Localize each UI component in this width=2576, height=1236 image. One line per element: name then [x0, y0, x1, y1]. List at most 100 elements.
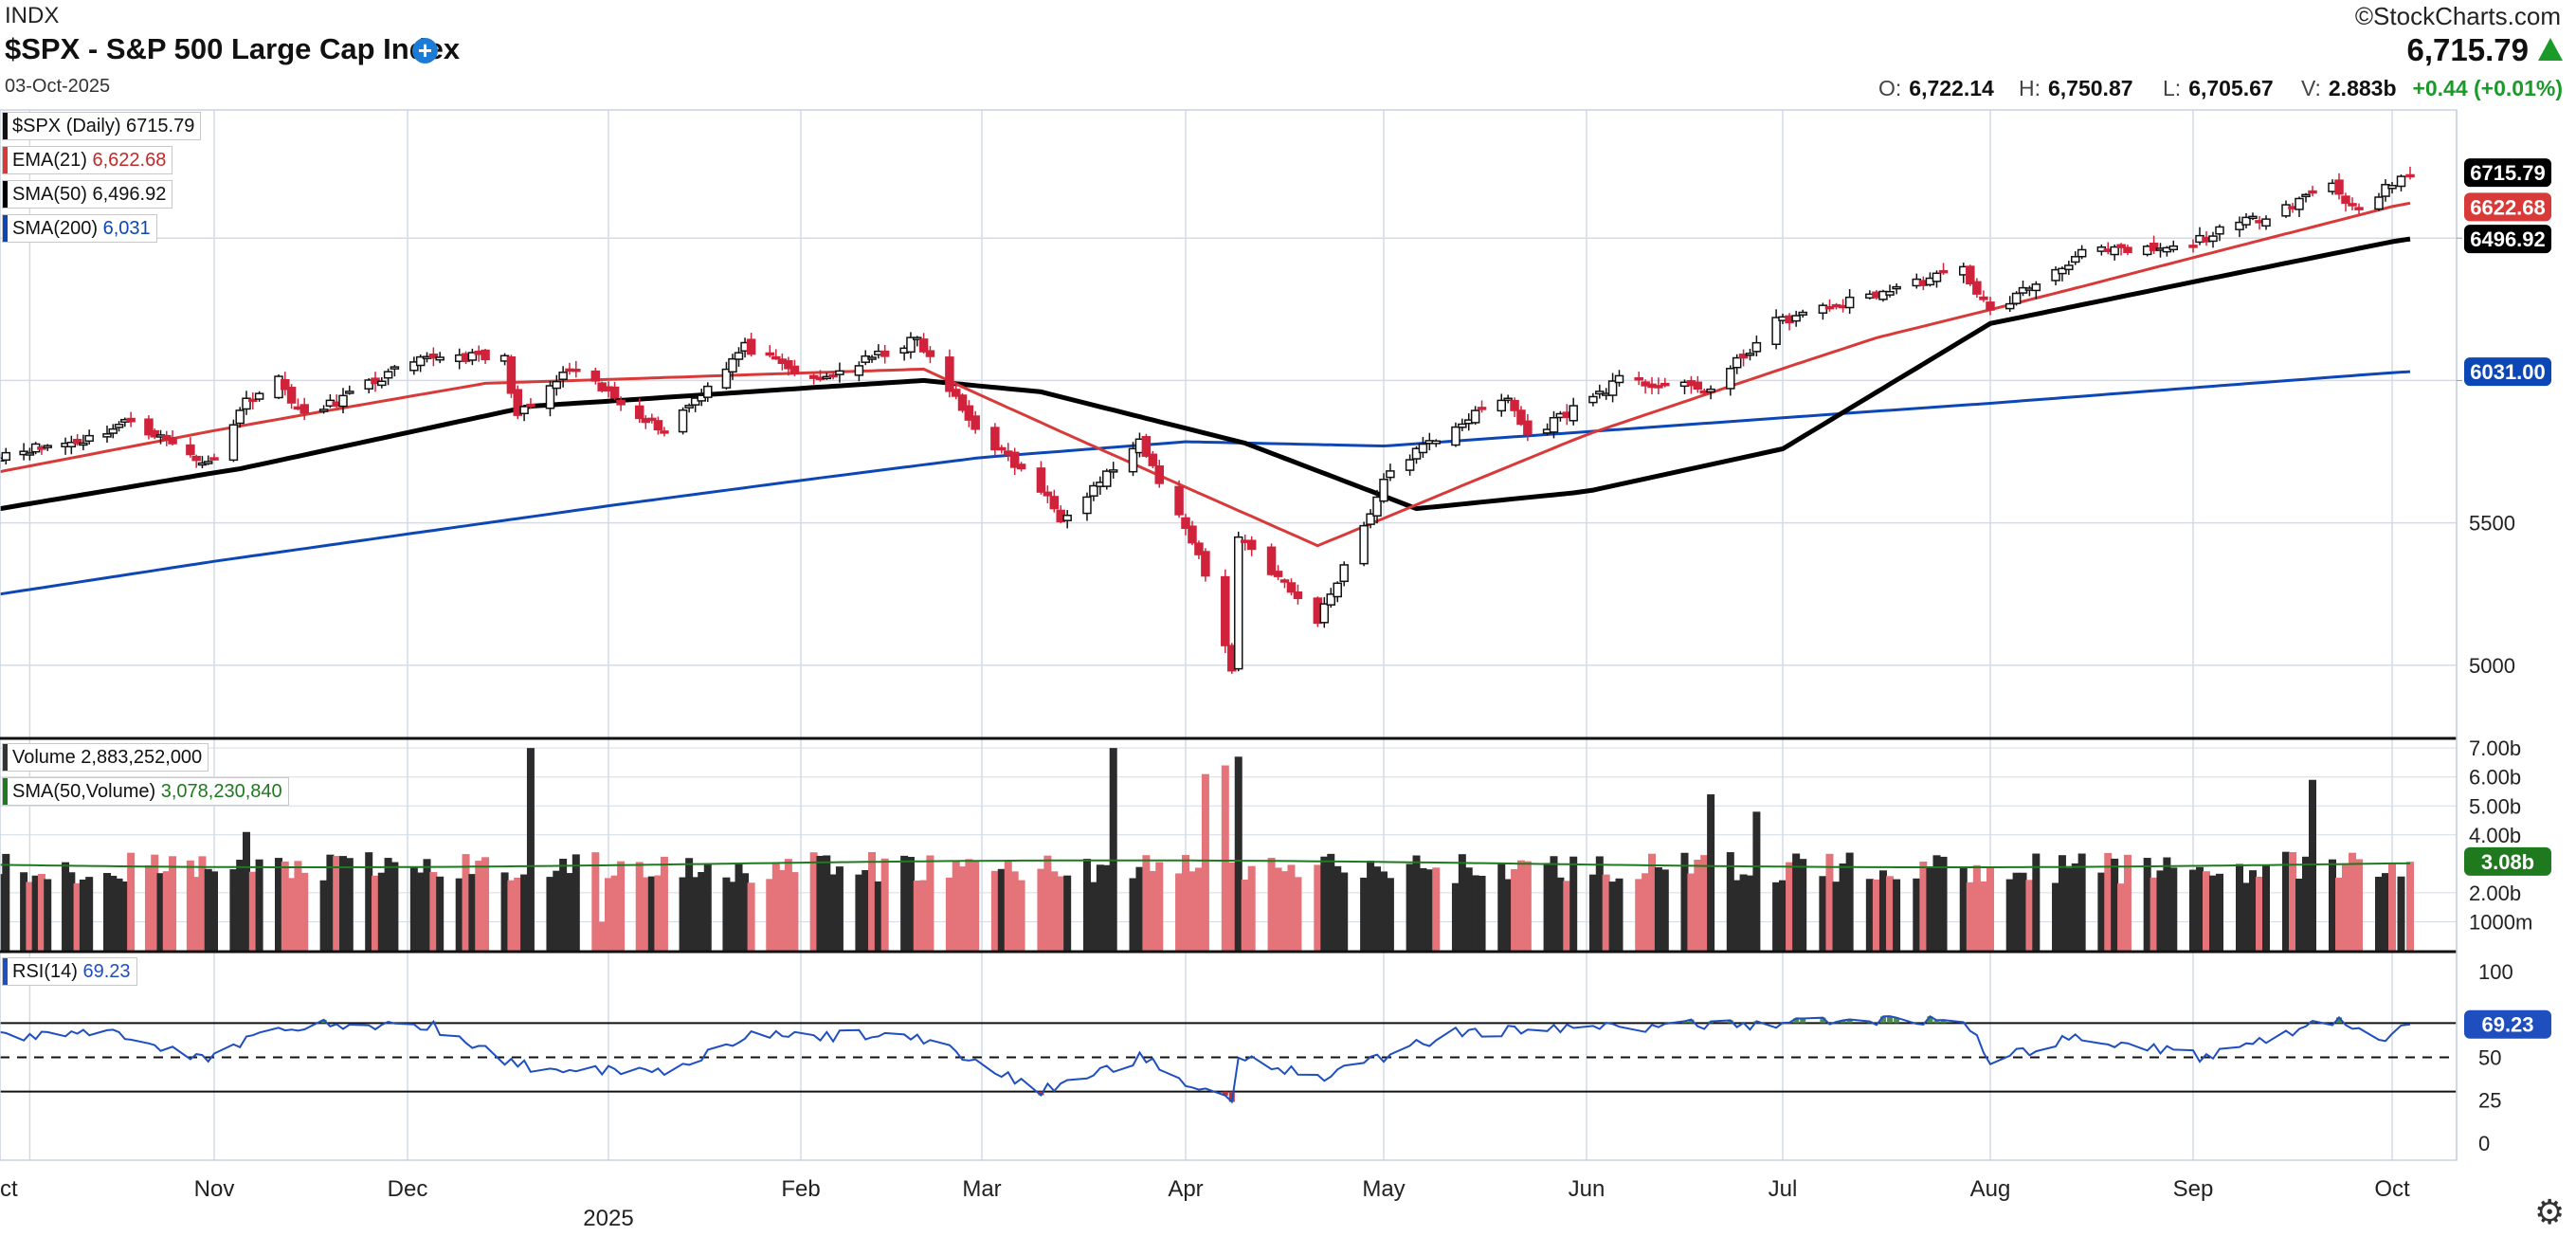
volume-bar [617, 861, 626, 951]
volume-bar [654, 875, 662, 951]
candle-body [506, 355, 517, 394]
volume-bar [1451, 882, 1460, 951]
volume-bar [2097, 872, 2106, 951]
volume-bar [1608, 882, 1617, 951]
candle-body [513, 389, 523, 416]
candle-body [990, 427, 1000, 451]
volume-bar [559, 858, 568, 951]
candle-body [2405, 173, 2415, 178]
volume-bar [1063, 875, 1072, 951]
volume-bar [1845, 852, 1854, 951]
month-label: Aug [1970, 1176, 2011, 1202]
legend-rsi[interactable]: RSI(14) 69.23 [2, 957, 137, 986]
volume-bar [1373, 866, 1382, 951]
candle-body [1333, 582, 1342, 598]
volume-bar [526, 748, 535, 951]
volume-bar [2156, 870, 2165, 951]
legend-ema21[interactable]: EMA(21) 6,622.68 [2, 146, 173, 174]
legend-volume-sma[interactable]: SMA(50,Volume) 3,078,230,840 [2, 777, 289, 806]
volume-bar [1886, 876, 1895, 951]
volume-bar [1142, 855, 1151, 951]
volume-bar [1786, 862, 1794, 951]
candle-body [338, 394, 348, 408]
volume-bar [377, 872, 386, 951]
candle-body [1082, 496, 1092, 515]
month-label: Mar [962, 1176, 1001, 1202]
legend-sma50[interactable]: SMA(50) 6,496.92 [2, 180, 173, 209]
volume-bar [204, 868, 212, 951]
candle-body [242, 397, 251, 410]
volume-bar [1287, 864, 1296, 951]
candle-body [1319, 603, 1330, 624]
candle-body [186, 444, 195, 456]
candle-body [2208, 235, 2218, 243]
volume-bar [468, 874, 477, 951]
volume-bar [1700, 855, 1709, 951]
volume-bar [2249, 870, 2257, 951]
volume-bar [2111, 858, 2119, 951]
brand-logo[interactable]: ©StockCharts.com [2354, 2, 2561, 30]
candle-body [1892, 285, 1901, 290]
volume-bar [1017, 880, 1025, 951]
volume-bar [481, 857, 490, 951]
volume-bar [198, 856, 207, 951]
volume-bar [1615, 878, 1624, 951]
volume-bar [1979, 881, 1987, 951]
volume-bar [1654, 866, 1662, 951]
candle-body [1451, 426, 1460, 446]
volume-bar [2196, 866, 2204, 951]
price-candles [0, 166, 2415, 674]
candle-body [2215, 226, 2224, 235]
candle-body [1326, 593, 1336, 606]
candle-body [2396, 175, 2406, 188]
volume-quote: V: 2.883b [2301, 76, 2397, 100]
low-quote: L: 6,705.67 [2163, 76, 2274, 100]
volume-bar [1511, 869, 1519, 951]
volume-bar [790, 872, 799, 951]
candle-body [1359, 524, 1369, 565]
volume-bar [1089, 882, 1098, 951]
legend-price[interactable]: $SPX (Daily) 6715.79 [2, 112, 202, 140]
volume-bar [1380, 871, 1388, 951]
volume-bar [1569, 856, 1578, 951]
candle-body [1706, 388, 1715, 393]
candle-body [1418, 443, 1428, 454]
candle-body [72, 439, 82, 445]
volume-bar [679, 877, 687, 951]
candle-body [951, 389, 961, 397]
rsi-tick-label: 0 [2478, 1132, 2490, 1155]
candle-body [2188, 245, 2198, 248]
candle-body [2261, 218, 2271, 227]
volume-bar [333, 856, 341, 951]
month-label: Feb [781, 1176, 820, 1202]
volume-bar [1516, 860, 1525, 951]
candle-body [377, 380, 387, 387]
volume-bar [1602, 874, 1610, 951]
volume-bar [952, 860, 960, 951]
candle-body [590, 370, 601, 382]
volume-bar [85, 877, 94, 951]
candle-body [203, 461, 213, 464]
gear-icon[interactable]: ⚙ [2534, 1192, 2566, 1231]
ema21-line [0, 201, 2411, 548]
volume-bar [926, 855, 934, 951]
last-price-label-pill [2464, 158, 2551, 188]
candle-body [1049, 496, 1060, 510]
candle-body [1745, 353, 1755, 356]
candle-body [364, 379, 373, 390]
legend-sma200[interactable]: SMA(200) 6,031 [2, 214, 157, 243]
volume-bar [1732, 880, 1741, 951]
legend-volume[interactable]: Volume 2,883,252,000 [2, 743, 209, 772]
candle-body [281, 378, 290, 391]
candle-body [880, 350, 890, 357]
candle-body [1634, 377, 1643, 381]
add-symbol-button[interactable]: + [412, 38, 438, 64]
volume-bar [778, 869, 787, 951]
candle-body [1510, 399, 1519, 411]
candle-body [1339, 564, 1349, 583]
candle-body [25, 452, 35, 456]
candle-body [1986, 301, 1995, 311]
volume-bar [1694, 859, 1702, 951]
volume-bar [1406, 863, 1414, 951]
